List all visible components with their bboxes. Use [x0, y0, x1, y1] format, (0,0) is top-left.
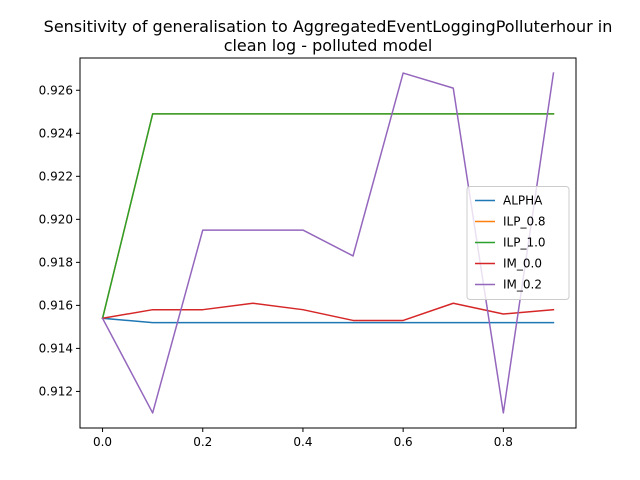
series-line-ilp-1-0 [101, 113, 555, 320]
series-line-im-0-0 [101, 302, 555, 322]
y-tick-label: 0.918 [39, 255, 73, 269]
y-tick-label: 0.926 [39, 83, 73, 97]
legend: ALPHA ILP_0.8 ILP_1.0 IM_0.0 IM_0.2 [466, 186, 570, 300]
y-tick-label: 0.920 [39, 212, 73, 226]
legend-label: ALPHA [503, 194, 543, 208]
y-tick-label: 0.912 [39, 384, 73, 398]
x-axis: 0.0 0.2 0.4 0.6 0.8 [93, 428, 513, 449]
y-axis: 0.912 0.914 0.916 0.918 0.920 0.922 0.924 0.926 [39, 83, 80, 398]
axes-frame [79, 57, 577, 429]
chart-title-line-1: Sensitivity of generalisation to Aggrega… [44, 17, 613, 36]
y-tick-label: 0.924 [39, 126, 73, 140]
x-tick-label: 0.6 [394, 435, 413, 449]
legend-label: ILP_0.8 [503, 215, 546, 229]
y-tick-label: 0.914 [39, 341, 73, 355]
x-tick-label: 0.8 [494, 435, 513, 449]
x-tick-label: 0.0 [93, 435, 112, 449]
x-tick-label: 0.4 [293, 435, 312, 449]
legend-box [466, 186, 570, 300]
legend-label: IM_0.0 [503, 257, 542, 271]
legend-label: IM_0.2 [503, 278, 542, 292]
chart-title-line-2: clean log - polluted model [224, 36, 433, 55]
y-tick-label: 0.916 [39, 298, 73, 312]
y-tick-label: 0.922 [39, 169, 73, 183]
x-tick-label: 0.2 [193, 435, 212, 449]
legend-label: ILP_1.0 [503, 236, 546, 250]
